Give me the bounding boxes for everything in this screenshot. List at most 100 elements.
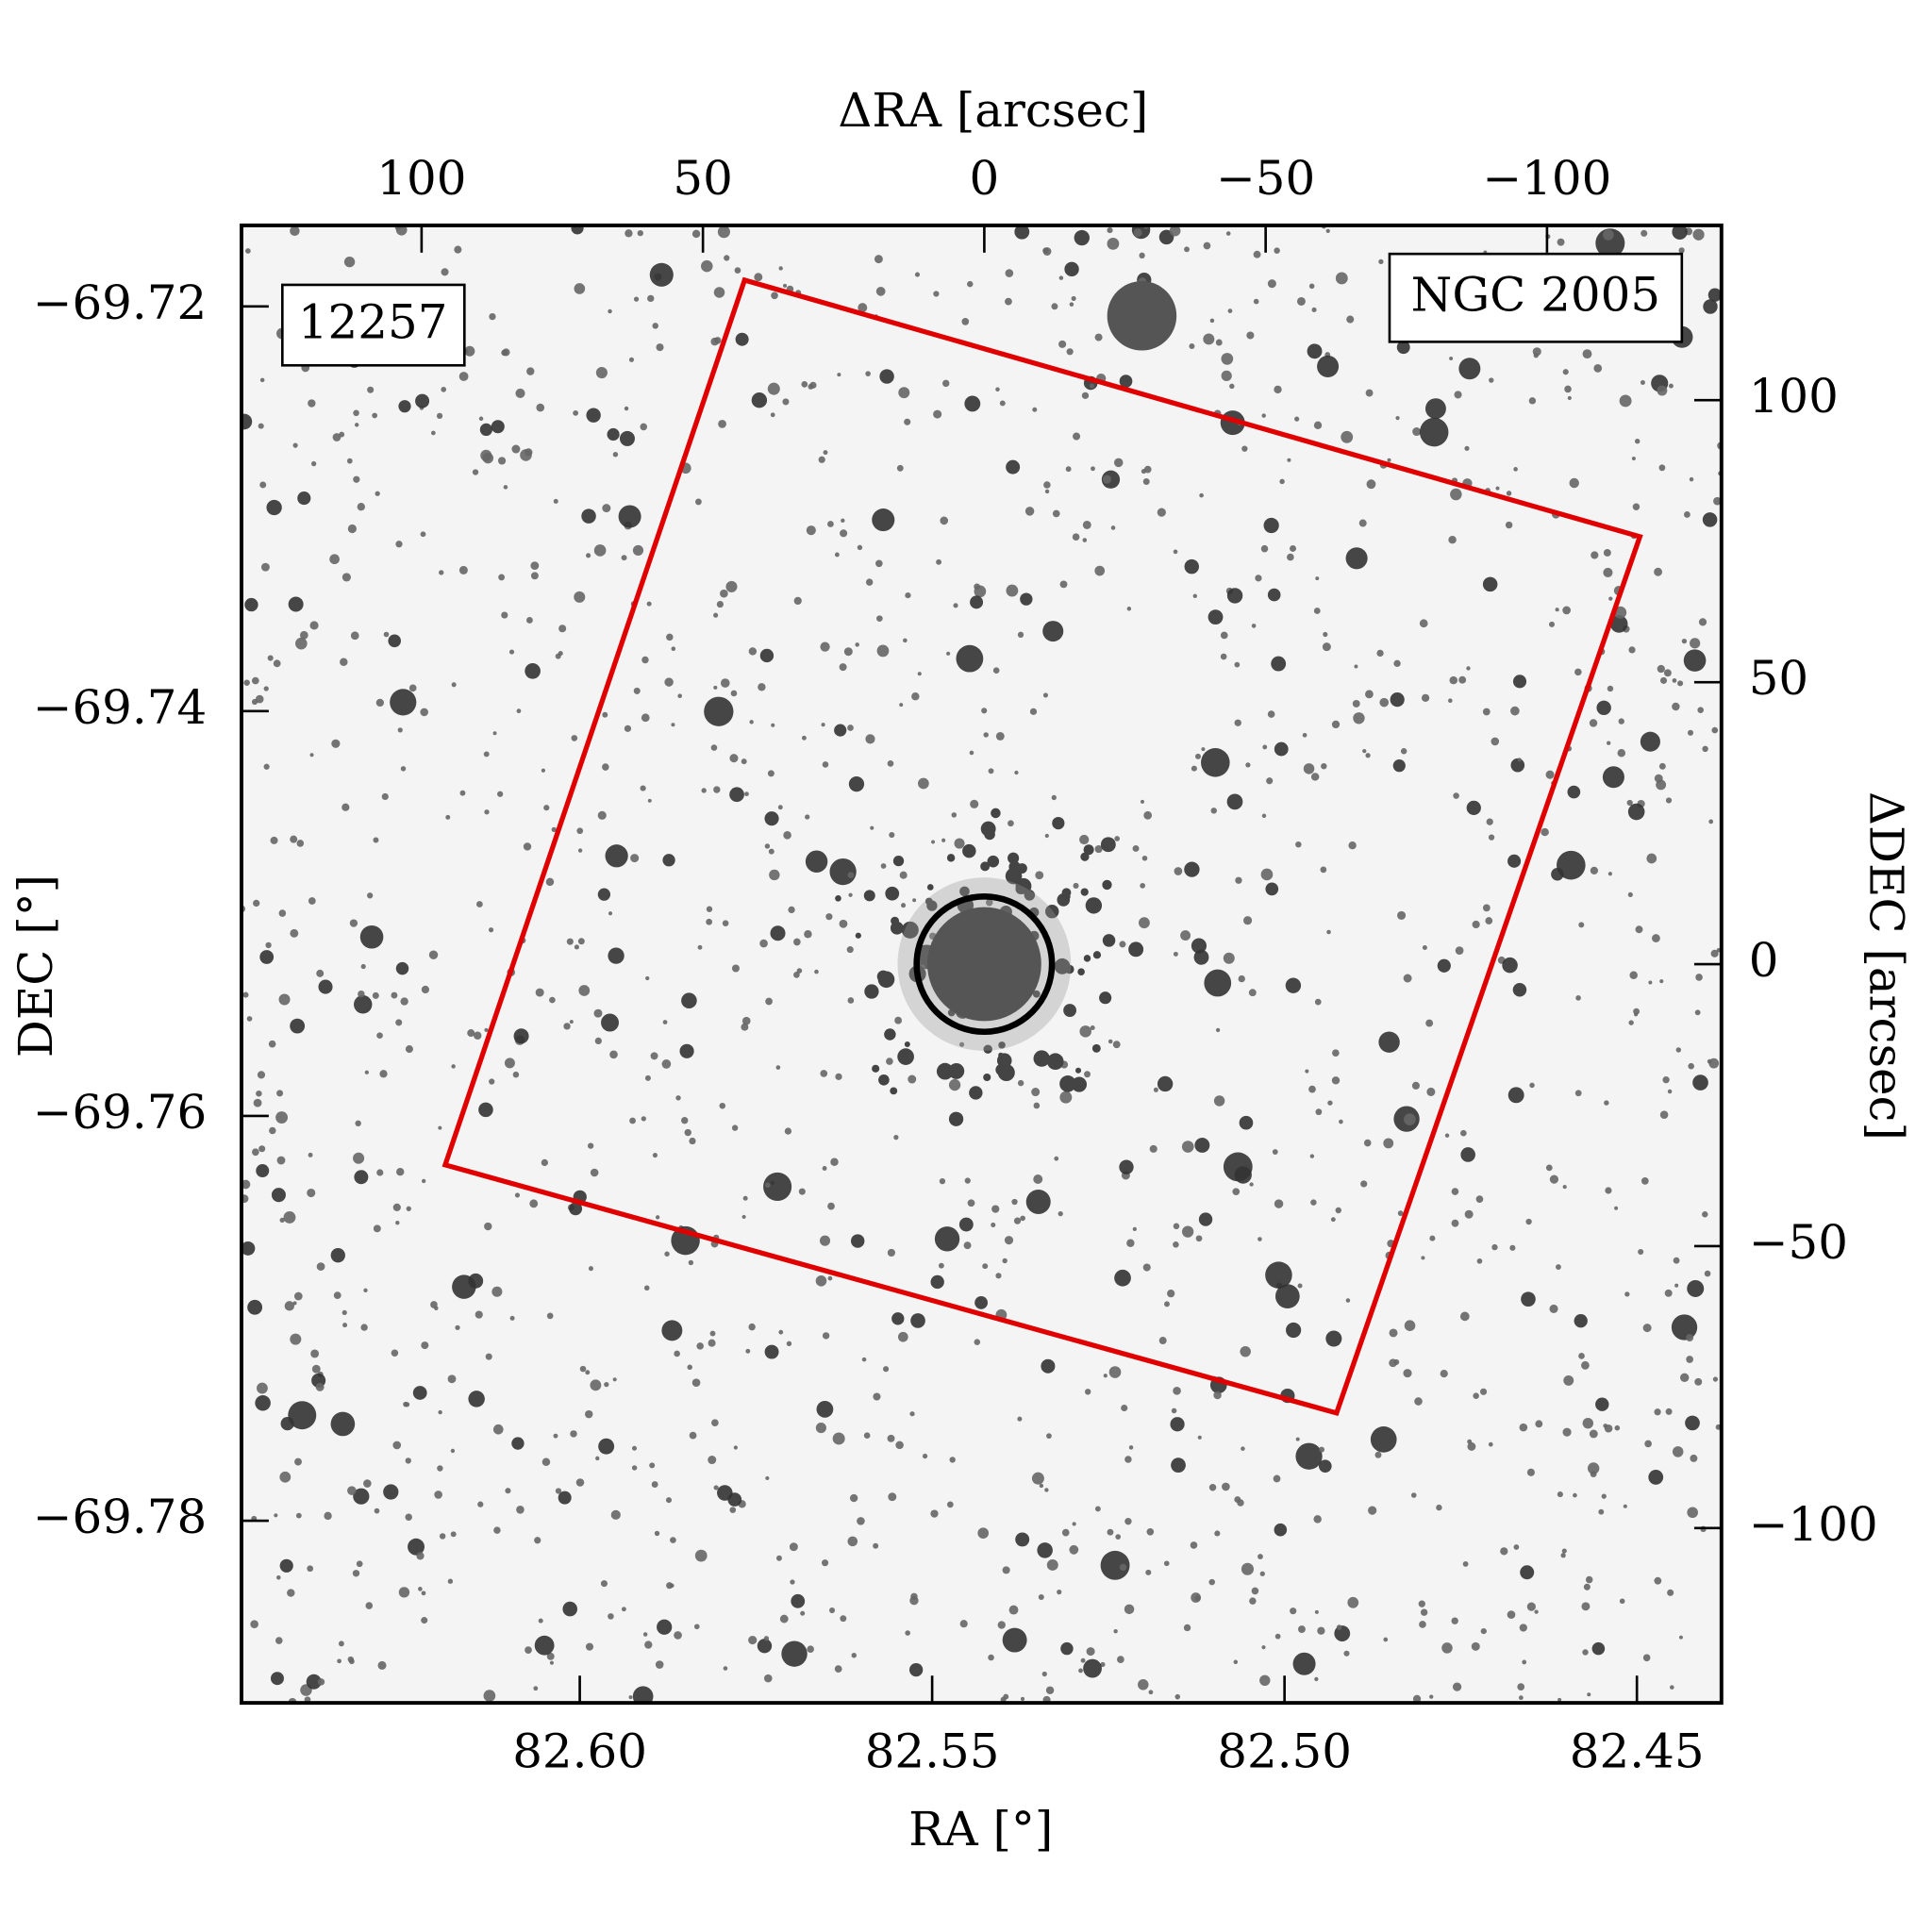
star [1506,491,1512,496]
star [1163,1560,1170,1567]
star [1008,820,1014,827]
star [1659,1110,1669,1119]
star [306,1674,322,1690]
star [364,1070,369,1074]
star [800,1610,806,1616]
star [1265,882,1279,896]
star [1145,1569,1152,1575]
star [1541,827,1549,837]
star [959,1620,968,1628]
star [657,1619,673,1635]
star [324,1511,332,1521]
star [1475,1195,1484,1203]
star [1262,744,1268,750]
star [646,601,652,607]
star [1170,1417,1185,1432]
star [1052,509,1060,518]
star [689,1137,696,1145]
star [1274,1284,1300,1309]
star [415,393,430,408]
star [664,677,674,687]
star [1103,1374,1108,1378]
star [523,842,532,851]
star [793,596,802,606]
star [1618,718,1624,724]
star [1564,385,1572,393]
star [687,1364,692,1371]
star [600,1580,608,1588]
star [1429,1235,1436,1241]
star [949,1457,956,1463]
star [745,1348,751,1354]
star [1634,439,1641,444]
star [1235,876,1242,884]
star [1491,737,1500,746]
star [1591,1641,1606,1656]
star [343,257,356,268]
star [1614,1206,1619,1210]
star [1702,745,1708,753]
star [1448,535,1457,544]
star [597,888,611,901]
star [1017,1079,1024,1087]
star [652,323,658,329]
star [933,409,942,419]
star [764,843,771,849]
star [1557,1697,1562,1702]
star [1519,1624,1527,1632]
star [1582,349,1592,359]
star [512,1071,520,1078]
star [876,644,890,658]
star [383,631,390,638]
star [718,419,726,428]
star [290,225,300,237]
star [515,388,525,398]
star [1396,341,1410,355]
star [293,1291,303,1301]
star [602,504,611,513]
bright-star [1107,281,1177,351]
star [1315,1108,1323,1116]
star [996,1053,1012,1068]
star [329,554,340,565]
star [898,387,910,399]
star [1131,225,1151,240]
star [1419,1621,1426,1628]
star [1039,1483,1044,1489]
star [405,1045,413,1054]
star [1376,649,1384,658]
star [1259,1674,1271,1687]
star [1181,1225,1194,1238]
star [1297,1283,1303,1289]
star [467,1029,475,1038]
star [793,972,800,978]
star [769,869,780,881]
star [1480,1627,1487,1635]
star [408,684,417,692]
star [493,1526,501,1534]
star [607,427,620,441]
star [458,372,469,381]
star [477,1501,484,1507]
star [1663,669,1672,677]
star [1286,1322,1302,1339]
star [491,420,505,434]
star [706,906,713,912]
star [1690,1454,1698,1462]
star [1020,1696,1025,1702]
star [744,791,749,797]
star [353,475,360,483]
star [1628,1020,1634,1025]
star [1560,1553,1566,1558]
star [784,1127,792,1135]
star [553,498,558,504]
star [798,1188,806,1195]
star [1686,1334,1694,1342]
star [1607,685,1614,692]
star [720,589,728,598]
star [967,1199,975,1208]
star [630,854,640,863]
star [1440,1370,1448,1378]
star [901,903,907,908]
star [1332,1049,1340,1058]
